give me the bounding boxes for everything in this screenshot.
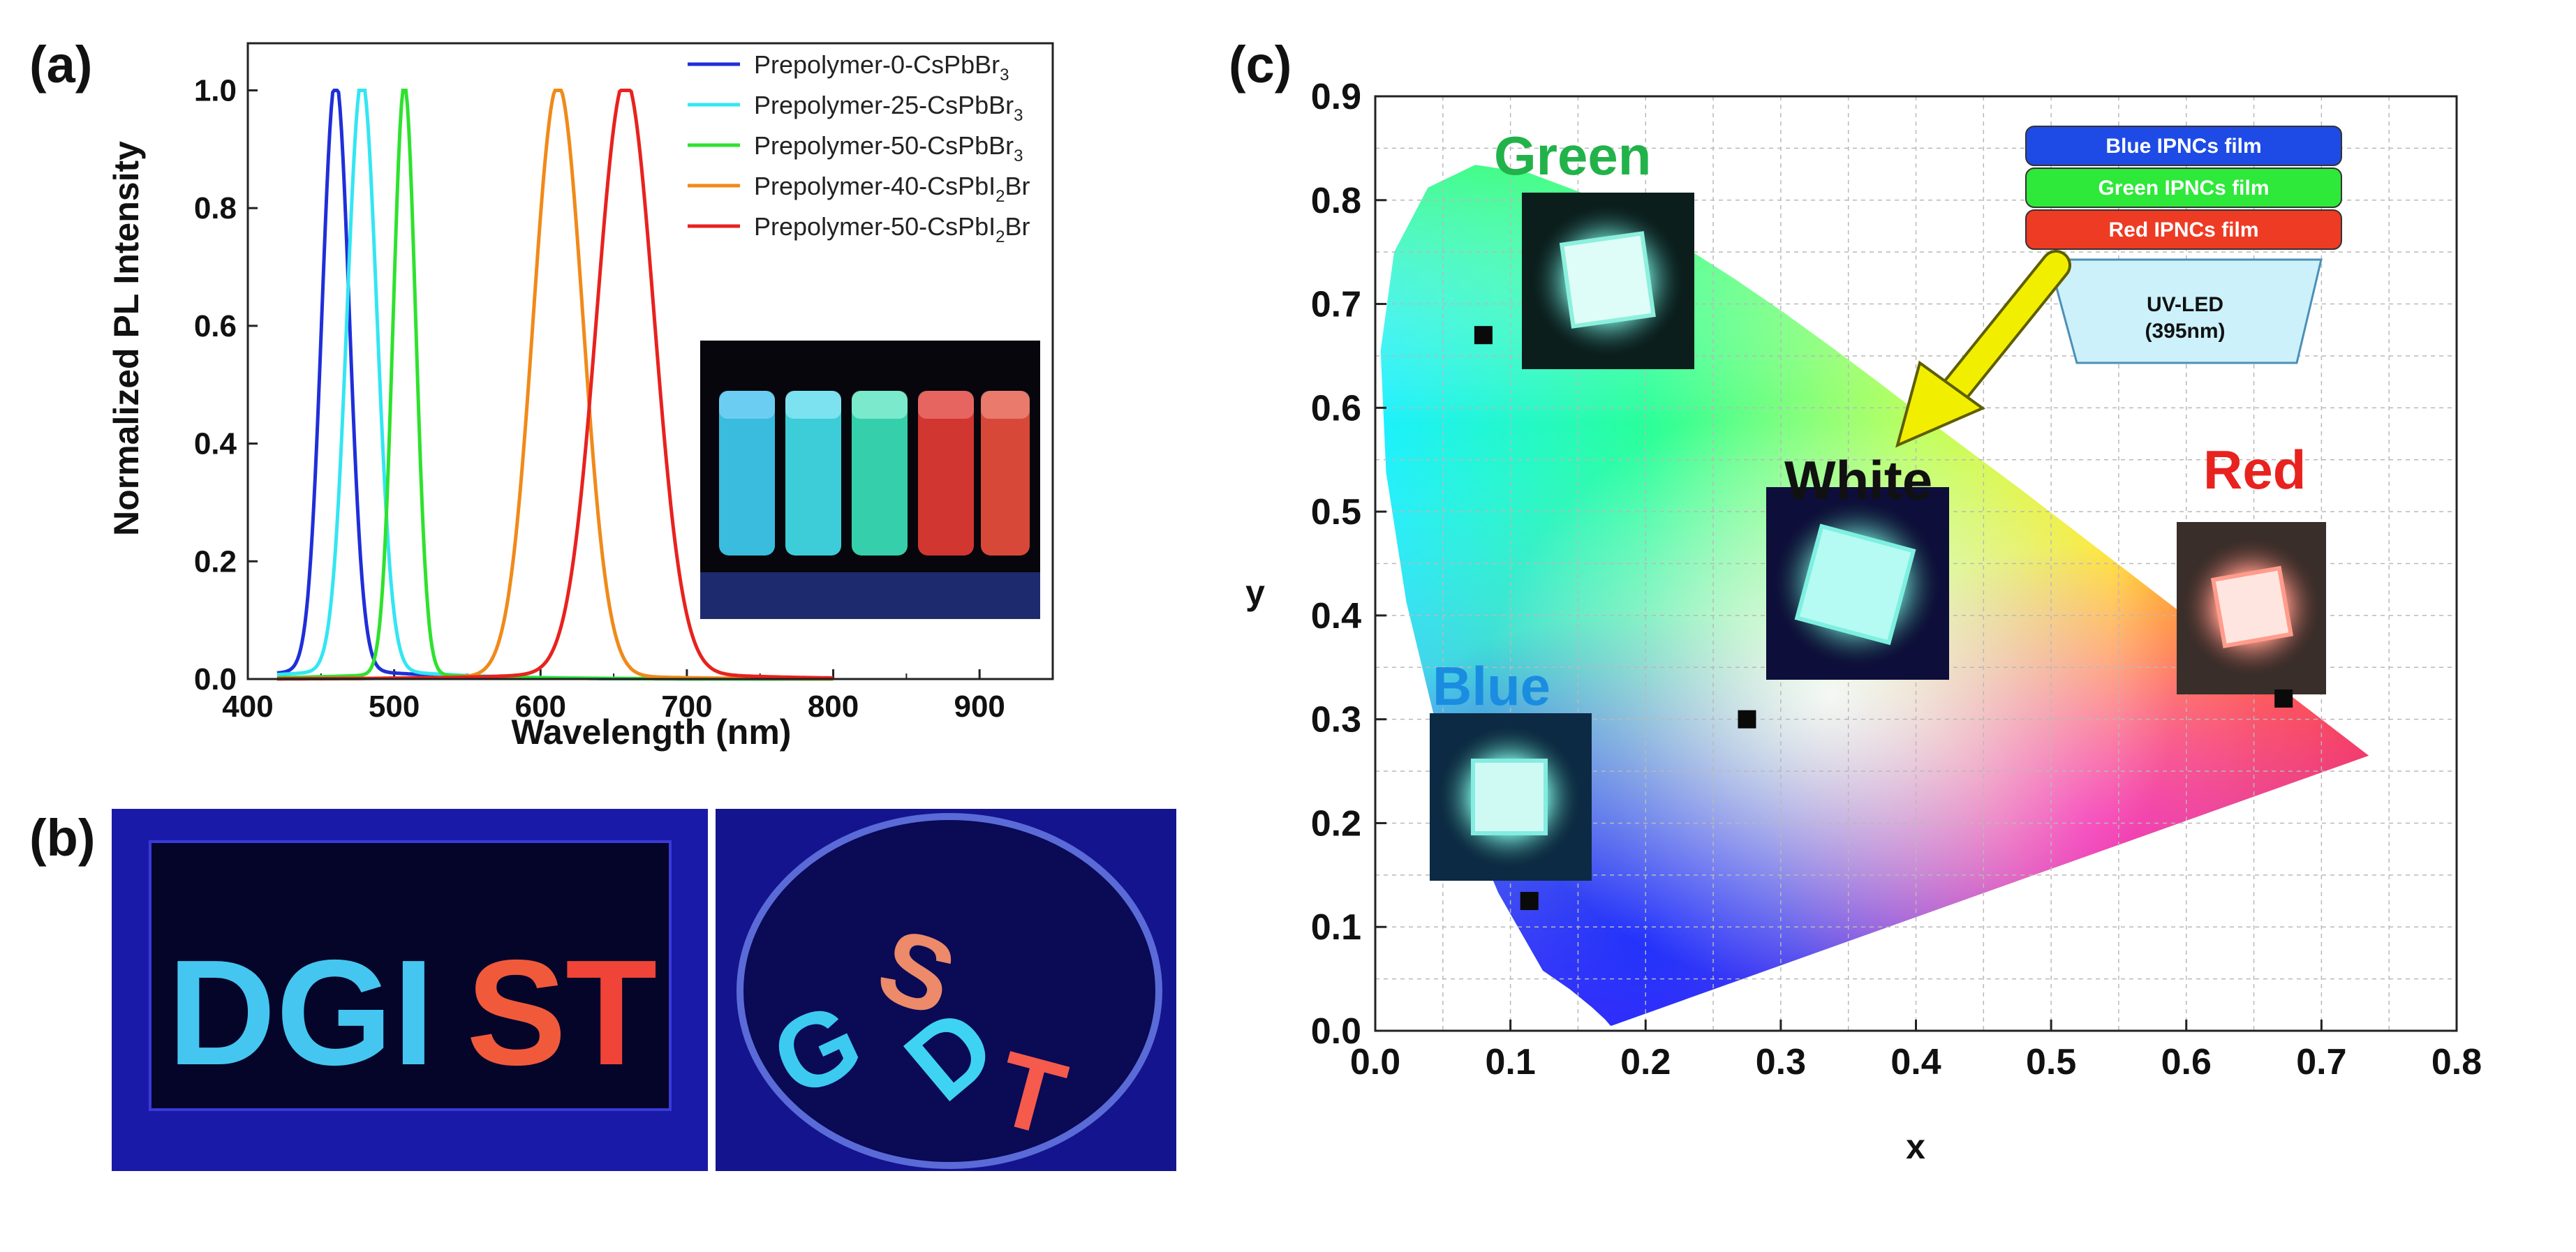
x-tick-label-c: 0.8 [2431, 1042, 2482, 1082]
vials-photo-inset [700, 341, 1040, 619]
x-tick-label-c: 0.6 [2161, 1042, 2212, 1082]
legend-label-2: Prepolymer-50-CsPbBr3 [754, 131, 1023, 165]
legend-label-1: Prepolymer-25-CsPbBr3 [754, 91, 1023, 125]
plot-frame-c [1374, 95, 2458, 1032]
x-tick-label-c: 0.7 [2296, 1042, 2346, 1082]
y-tick-label-c: 0.0 [1311, 1011, 1361, 1052]
label-blue: Blue [1433, 655, 1550, 717]
y-tick-label-a: 0.4 [194, 427, 237, 461]
y-tick-label-c: 0.3 [1311, 700, 1361, 740]
stack-layer-1 [2025, 167, 2342, 208]
cie-point-white [1738, 710, 1756, 729]
y-tick-label-a: 0.6 [194, 309, 237, 343]
x-tick-label-a: 800 [808, 690, 859, 724]
x-tick-label-c: 0.0 [1350, 1042, 1400, 1082]
pl-spectrum-chart: Normalized PL Intensity Wavelength (nm) … [107, 42, 1054, 752]
y-axis-title-c: y [1245, 573, 1265, 612]
uv-led-base [2048, 258, 2323, 364]
x-tick-label-a: 900 [954, 690, 1005, 724]
yellow-arrow [1895, 250, 2071, 448]
y-tick-label-c: 0.4 [1311, 596, 1361, 636]
x-tick-label-a: 400 [222, 690, 273, 724]
x-tick-label-c: 0.5 [2026, 1042, 2076, 1082]
y-tick-label-a: 0.0 [194, 662, 237, 696]
petri-dish-letters-photo: G S D T [716, 809, 1176, 1171]
cie-point-blue [1520, 892, 1539, 911]
panel-label-c: (c) [1229, 36, 1291, 94]
y-tick-label-c: 0.2 [1311, 803, 1361, 844]
y-tick-label-c: 0.6 [1311, 388, 1361, 428]
stack-layer-2 [2025, 209, 2342, 250]
legend-label-4: Prepolymer-50-CsPbI2Br [754, 212, 1030, 246]
y-tick-label-c: 0.9 [1311, 77, 1361, 117]
red-led-photo [2177, 522, 2326, 694]
green-led-photo [1522, 193, 1694, 369]
svg-text:S: S [466, 928, 566, 1096]
y-tick-label-a: 0.2 [194, 544, 237, 579]
legend-label-0: Prepolymer-0-CsPbBr3 [754, 50, 1009, 84]
svg-text:DGI: DGI [168, 928, 434, 1096]
cie-point-red [2274, 689, 2293, 708]
plot-frame-a [246, 42, 1054, 680]
x-axis-title-c: x [1906, 1127, 1925, 1166]
label-green: Green [1494, 125, 1651, 186]
stack-layer-0 [2025, 126, 2342, 166]
stack-layer-label-1: Green IPNCs film [2098, 177, 2269, 200]
cie-point-green [1474, 326, 1493, 345]
svg-text:T: T [565, 928, 657, 1096]
y-tick-label-c: 0.1 [1311, 907, 1361, 948]
label-red: Red [2203, 439, 2306, 500]
x-tick-label-c: 0.2 [1620, 1042, 1671, 1082]
x-tick-label-a: 500 [369, 690, 420, 724]
panel-label-b: (b) [29, 809, 96, 867]
x-tick-label-c: 0.4 [1890, 1042, 1941, 1082]
y-tick-label-a: 0.8 [194, 191, 237, 225]
stack-layer-label-2: Red IPNCs film [2108, 218, 2258, 241]
uv-led-label: UV-LED [2147, 293, 2223, 316]
x-tick-label-a: 700 [661, 690, 712, 724]
y-tick-label-a: 1.0 [194, 73, 237, 107]
blue-led-photo [1430, 713, 1592, 881]
cie-points [1474, 326, 2293, 911]
stack-layer-label-0: Blue IPNCs film [2105, 135, 2261, 158]
legend-label-3: Prepolymer-40-CsPbI2Br [754, 172, 1030, 206]
device-stack-diagram: UV-LED (395nm) Blue IPNCs film Green IPNC… [2025, 126, 2342, 364]
y-tick-label-c: 0.8 [1311, 181, 1361, 221]
dgist-letters-photo: DGI S T [112, 809, 708, 1171]
x-tick-label-a: 600 [515, 690, 566, 724]
legend-a: Prepolymer-0-CsPbBr3 Prepolymer-25-CsPbBr… [688, 50, 1030, 246]
y-tick-label-c: 0.7 [1311, 285, 1361, 325]
x-axis-title-a: Wavelength (nm) [512, 713, 792, 752]
label-white: White [1784, 449, 1932, 511]
panel-label-a: (a) [29, 36, 92, 94]
x-tick-label-c: 0.1 [1485, 1042, 1535, 1082]
white-led-photo [1766, 487, 1949, 680]
y-axis-title-a: Normalized PL Intensity [107, 141, 146, 536]
y-tick-label-c: 0.5 [1311, 492, 1361, 532]
uv-led-wavelength: (395nm) [2145, 320, 2225, 343]
x-tick-label-c: 0.3 [1756, 1042, 1806, 1082]
